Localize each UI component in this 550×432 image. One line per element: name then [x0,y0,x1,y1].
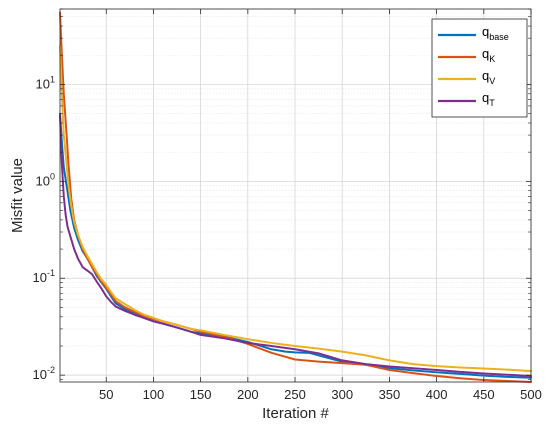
x-tick-label: 50 [99,387,113,402]
legend-label: qV [482,68,495,86]
y-tick-label: 10-2 [33,365,55,382]
legend-label: qK [482,46,495,64]
x-tick-label: 100 [143,387,165,402]
series-layer [59,11,532,383]
x-tick-label: 200 [237,387,259,402]
y-tick-label: 101 [36,74,55,91]
legend-entry: qK [438,46,495,64]
ticks [60,8,532,382]
y-tick-label: 10-1 [33,268,55,285]
legend-entry: qbase [438,24,509,42]
legend-box [431,18,528,118]
series-line-T [59,114,532,378]
series-line-V [59,44,532,373]
legend-label: qbase [482,24,509,42]
x-tick-label: 300 [331,387,353,402]
x-tick-label: 450 [473,387,495,402]
x-tick-label: 400 [426,387,448,402]
legend: qbase qK qV qT [431,18,528,118]
legend-entry: qT [438,90,495,108]
legend-label: qT [482,90,495,108]
x-tick-label: 250 [284,387,306,402]
x-tick-label: 350 [379,387,401,402]
legend-entry: qV [438,68,495,86]
x-axis-label: Iteration # [262,405,329,422]
tick-labels: 10-2 10-1 100 101 50 100 150 200 250 300 350 400 450… [33,74,542,402]
x-tick-label: 500 [520,387,542,402]
x-tick-label: 150 [190,387,212,402]
y-axis-label: Misfit value [9,158,26,233]
plot-border [59,8,532,383]
y-tick-label: 100 [36,171,55,188]
